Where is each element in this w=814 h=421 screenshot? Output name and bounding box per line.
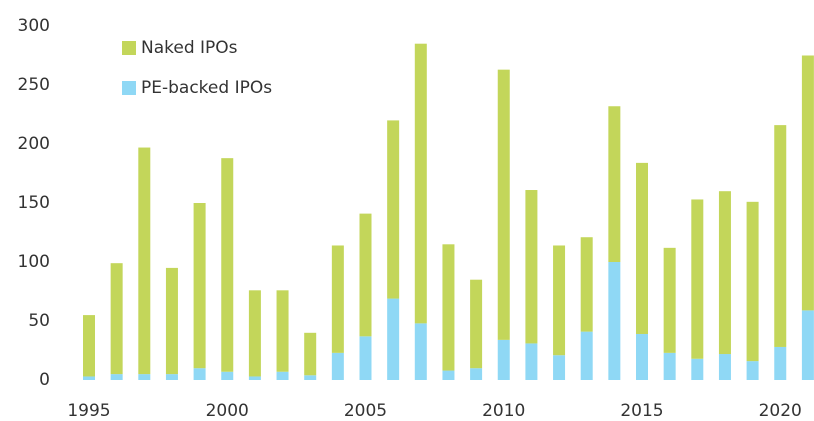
bar-segment <box>691 199 704 359</box>
bar-segment <box>636 333 648 380</box>
bar-segment <box>746 361 759 380</box>
bar-segment <box>497 339 510 380</box>
bar-segment <box>359 213 372 337</box>
bar-segment <box>304 375 317 380</box>
bar-segment <box>193 203 206 369</box>
x-tick-label: 2020 <box>759 401 802 421</box>
bar-segment <box>553 245 566 356</box>
bar-segment <box>221 158 234 372</box>
bar-segment <box>718 191 731 355</box>
bar-segment <box>387 120 400 299</box>
y-tick-label: 250 <box>18 75 50 95</box>
bar-segment <box>470 368 483 380</box>
y-tick-label: 300 <box>18 16 50 36</box>
y-tick-label: 100 <box>18 252 50 272</box>
bar-segment <box>248 376 261 380</box>
legend-label: Naked IPOs <box>141 38 238 58</box>
bar-segment <box>331 352 344 380</box>
bar-segment <box>525 343 538 380</box>
bar-segment <box>138 147 151 375</box>
bar-segment <box>691 358 704 380</box>
bar-segment <box>83 376 95 380</box>
x-tick-label: 2000 <box>206 401 249 421</box>
bar-segment <box>663 247 676 353</box>
bar-segment <box>414 323 427 380</box>
bar-segment <box>608 262 621 380</box>
bar-segment <box>442 244 455 371</box>
y-tick-label: 150 <box>18 193 50 213</box>
bar-segment <box>718 354 731 380</box>
bar-segment <box>276 371 289 380</box>
bar-segment <box>525 190 538 344</box>
bar-segment <box>801 55 814 311</box>
bar-segment <box>636 162 648 334</box>
bar-segment <box>774 346 787 380</box>
bar-segment <box>774 125 787 347</box>
bar-segment <box>165 267 178 375</box>
bar-segment <box>746 201 759 362</box>
bar-segment <box>801 310 814 380</box>
bar-segment <box>387 298 400 380</box>
bar-segment <box>580 237 593 332</box>
bar-segment <box>414 43 427 324</box>
bar-segment <box>83 315 95 377</box>
bar-segment <box>248 290 261 377</box>
bar-segment <box>193 368 206 380</box>
x-tick-label: 1995 <box>67 401 110 421</box>
bar-segment <box>221 371 234 380</box>
bar-segment <box>663 352 676 380</box>
bar-segment <box>138 374 151 380</box>
bar-segment <box>331 245 344 353</box>
bar-segment <box>276 290 289 372</box>
legend-label: PE-backed IPOs <box>141 78 272 98</box>
x-tick-label: 2005 <box>344 401 387 421</box>
bar-segment <box>304 332 317 376</box>
bar-segment <box>359 336 372 380</box>
legend-swatch <box>122 81 136 95</box>
bar-segment <box>110 263 123 375</box>
y-tick-label: 50 <box>28 311 50 331</box>
bar-segment <box>110 374 123 380</box>
bar-segment <box>580 331 593 380</box>
y-tick-label: 200 <box>18 134 50 154</box>
bar-segment <box>553 355 566 380</box>
bar-segment <box>470 279 483 369</box>
bar-segment <box>608 106 621 263</box>
x-tick-label: 2010 <box>482 401 525 421</box>
bar-segment <box>497 69 510 340</box>
bar-segment <box>165 374 178 380</box>
x-tick-label: 2015 <box>620 401 663 421</box>
legend-swatch <box>122 41 136 55</box>
bar-segment <box>442 370 455 380</box>
y-tick-label: 0 <box>39 370 50 390</box>
